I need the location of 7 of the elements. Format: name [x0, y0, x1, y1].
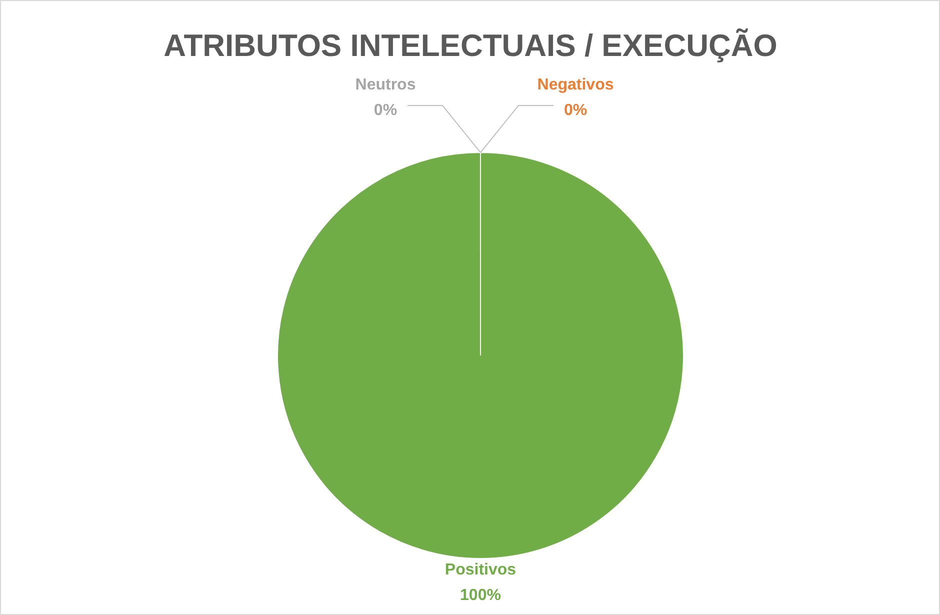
slice-label: Positivos [444, 561, 516, 578]
text: 0% [564, 102, 588, 119]
text: 0% [374, 102, 398, 119]
data-label: 100% [460, 586, 501, 604]
chart-title: ATRIBUTOS INTELECTUAIS / EXECUÇÃO [164, 28, 778, 63]
category-label: Negativos [537, 76, 614, 94]
category-label: Neutros [355, 76, 416, 94]
